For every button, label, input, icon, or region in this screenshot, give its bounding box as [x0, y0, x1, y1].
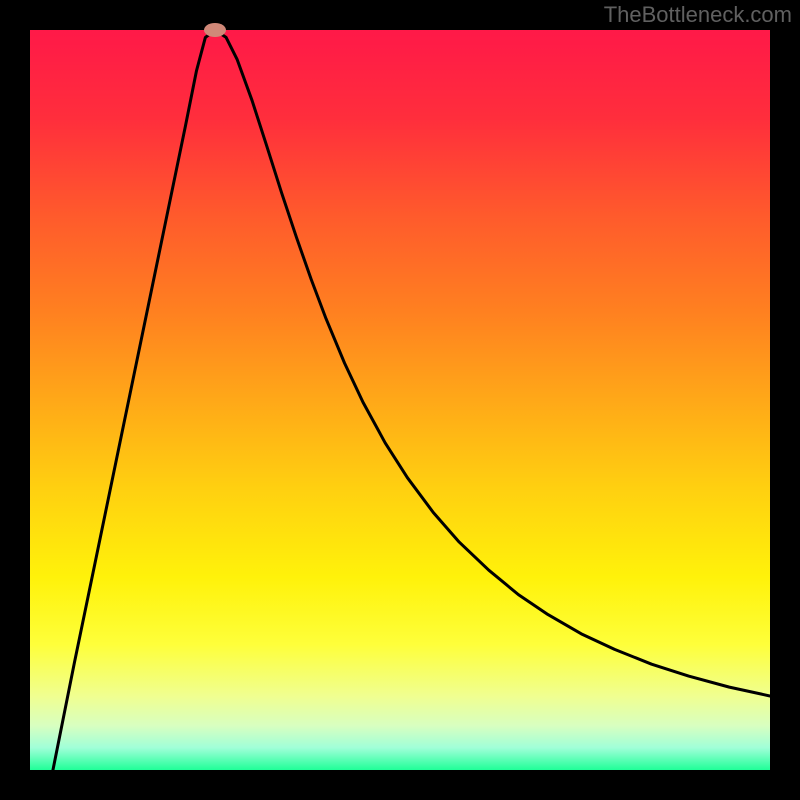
- plot-area: [30, 30, 770, 770]
- watermark-text: TheBottleneck.com: [604, 2, 792, 28]
- bottleneck-curve: [53, 30, 770, 770]
- chart-container: TheBottleneck.com: [0, 0, 800, 800]
- minimum-marker: [204, 23, 226, 37]
- curve-layer: [30, 30, 770, 770]
